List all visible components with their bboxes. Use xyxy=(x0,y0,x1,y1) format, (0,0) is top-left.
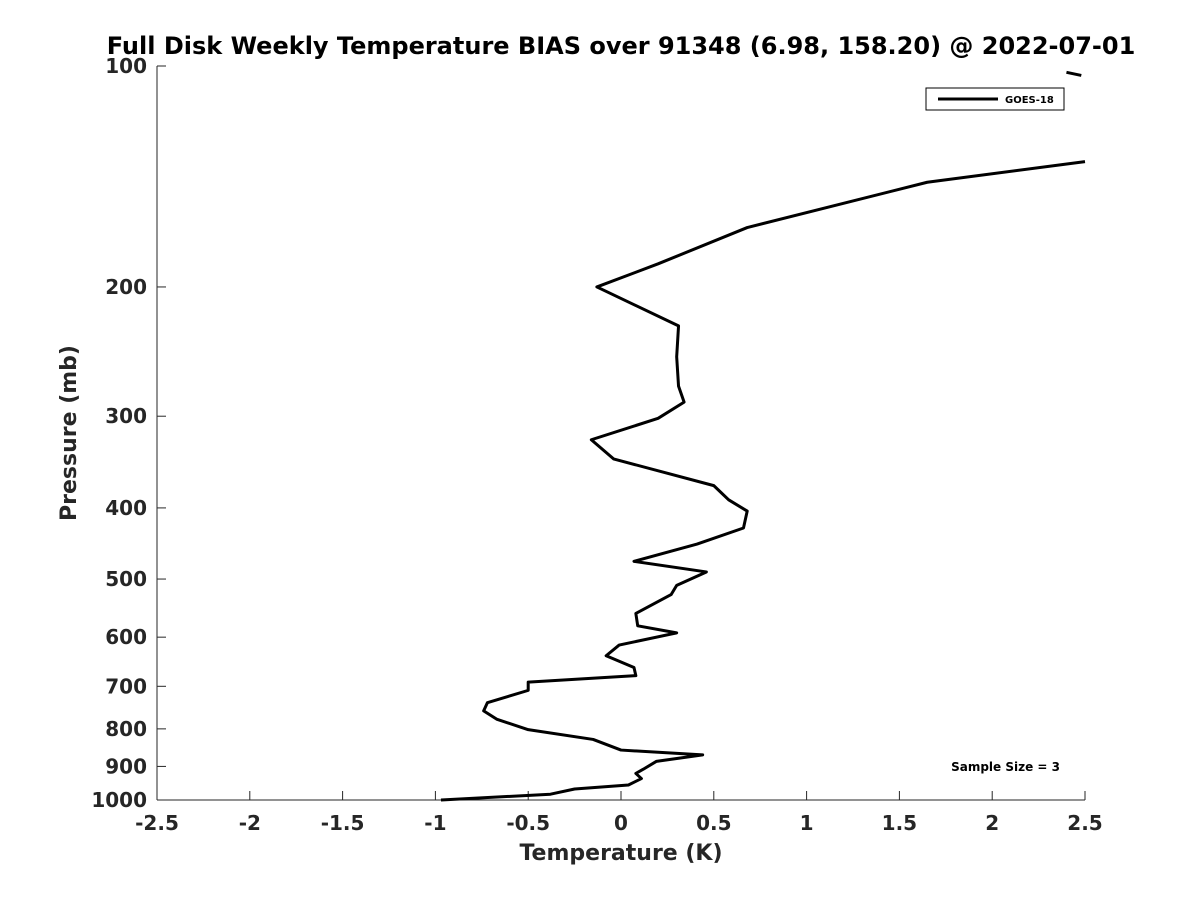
chart-title: Full Disk Weekly Temperature BIAS over 9… xyxy=(107,32,1136,60)
x-tick-label: -1 xyxy=(424,811,446,835)
y-tick-label: 800 xyxy=(105,717,147,741)
y-tick-label: 100 xyxy=(105,54,147,78)
plot-area xyxy=(157,66,1085,800)
x-tick-label: 0 xyxy=(614,811,628,835)
x-tick-label: 2.5 xyxy=(1067,811,1102,835)
legend-label: GOES-18 xyxy=(1005,95,1054,106)
y-tick-label: 500 xyxy=(105,567,147,591)
x-tick-label: -2.5 xyxy=(135,811,179,835)
series-layer xyxy=(440,70,1086,802)
x-tick-label: 1.5 xyxy=(882,811,917,835)
x-tick-label: 0.5 xyxy=(696,811,731,835)
series-line xyxy=(440,160,1086,802)
sample-size-annotation: Sample Size = 3 xyxy=(951,760,1060,774)
ticks: -2.5 -2 -1.5 -1 -0.5 0 0.5 1 1.5 2 2.5 100 200 300 400… xyxy=(91,54,1102,835)
y-tick-label: 700 xyxy=(105,674,147,698)
legend: GOES-18 xyxy=(925,87,1065,111)
x-tick-label: 2 xyxy=(985,811,999,835)
x-tick-label: -1.5 xyxy=(321,811,365,835)
y-axis-label: Pressure (mb) xyxy=(57,345,82,521)
y-tick-label: 600 xyxy=(105,625,147,649)
y-tick-label: 200 xyxy=(105,275,147,299)
x-tick-label: -0.5 xyxy=(506,811,550,835)
y-tick-label: 900 xyxy=(105,754,147,778)
series-line-segment-top xyxy=(1066,70,1082,77)
x-axis-label: Temperature (K) xyxy=(519,841,722,866)
y-tick-label: 1000 xyxy=(91,788,147,812)
x-tick-label: 1 xyxy=(800,811,814,835)
y-tick-label: 300 xyxy=(105,404,147,428)
x-tick-label: -2 xyxy=(239,811,261,835)
y-tick-label: 400 xyxy=(105,496,147,520)
